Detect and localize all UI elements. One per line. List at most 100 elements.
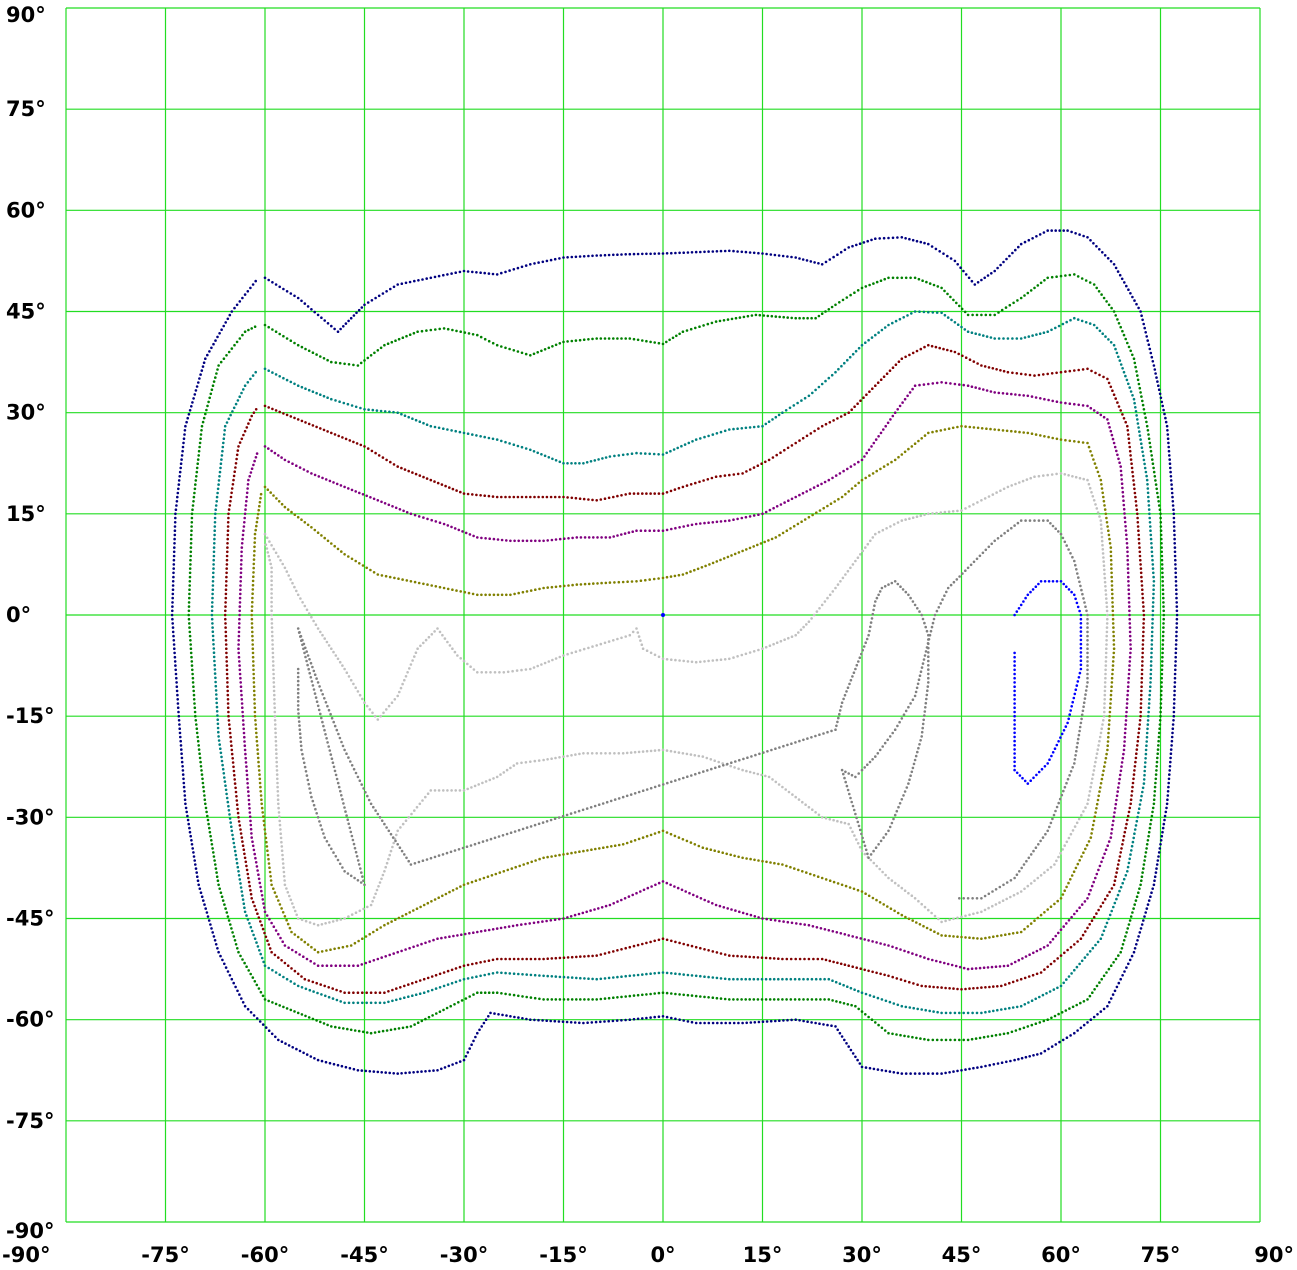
- data-point: [839, 415, 843, 418]
- data-point: [1127, 437, 1131, 441]
- data-point: [1091, 991, 1094, 994]
- data-point: [211, 931, 214, 934]
- data-point: [838, 1001, 842, 1004]
- data-point: [359, 361, 363, 365]
- data-point: [990, 272, 993, 275]
- data-point: [1154, 479, 1157, 482]
- data-point: [242, 388, 245, 391]
- data-point: [1103, 504, 1106, 507]
- data-point: [707, 975, 710, 979]
- data-point: [874, 438, 878, 441]
- data-point: [1000, 1061, 1004, 1064]
- data-point: [884, 424, 887, 428]
- data-point: [396, 1072, 400, 1075]
- data-point: [809, 432, 813, 435]
- data-point: [777, 957, 780, 960]
- data-point: [628, 974, 632, 978]
- data-point: [436, 937, 439, 940]
- data-point: [216, 726, 220, 730]
- data-point: [1175, 605, 1179, 608]
- data-point: [815, 610, 819, 613]
- data-point: [408, 333, 412, 337]
- data-point: [1107, 303, 1111, 307]
- data-point: [194, 719, 198, 722]
- data-point: [991, 493, 995, 496]
- data-point: [1111, 617, 1115, 621]
- data-point: [1046, 1018, 1049, 1021]
- data-point: [612, 253, 615, 257]
- data-point: [944, 1071, 947, 1075]
- data-point: [949, 257, 953, 260]
- data-point: [504, 971, 507, 975]
- data-point: [707, 949, 710, 952]
- data-point: [949, 349, 953, 353]
- data-point: [1019, 890, 1023, 893]
- data-point: [1109, 546, 1113, 549]
- data-point: [635, 580, 638, 583]
- data-point: [194, 483, 197, 486]
- data-point: [993, 269, 996, 273]
- data-point: [513, 592, 516, 596]
- data-point: [215, 697, 218, 700]
- data-point: [399, 826, 402, 829]
- data-point: [368, 1070, 372, 1073]
- data-point: [1039, 281, 1043, 285]
- data-point: [495, 991, 499, 994]
- data-point: [263, 485, 267, 489]
- data-point: [691, 440, 694, 443]
- data-point: [628, 492, 632, 495]
- data-point: [1014, 430, 1017, 433]
- data-point: [241, 894, 244, 897]
- data-point: [451, 588, 454, 591]
- data-point: [809, 488, 812, 491]
- data-point: [333, 544, 337, 548]
- data-point: [1175, 634, 1178, 638]
- data-point: [785, 977, 788, 981]
- data-point: [191, 401, 194, 404]
- data-point: [254, 723, 257, 726]
- data-point: [1077, 368, 1080, 372]
- data-point: [252, 668, 255, 672]
- data-point: [867, 448, 871, 452]
- data-point: [1131, 353, 1134, 357]
- data-point: [385, 458, 388, 462]
- data-point: [442, 273, 445, 277]
- data-point: [689, 483, 693, 486]
- data-point: [1141, 588, 1144, 591]
- data-point: [1090, 919, 1094, 922]
- data-point: [234, 985, 237, 989]
- data-point: [272, 672, 275, 676]
- data-point: [855, 243, 858, 247]
- data-point: [1026, 884, 1030, 888]
- data-point: [1142, 863, 1146, 866]
- data-point: [476, 333, 479, 337]
- data-point: [418, 979, 422, 982]
- data-point: [1100, 535, 1104, 539]
- data-point: [1070, 915, 1073, 919]
- data-point: [764, 645, 768, 649]
- data-point: [246, 872, 250, 876]
- data-point: [1061, 1038, 1065, 1042]
- data-point: [729, 853, 732, 857]
- data-point: [1133, 828, 1137, 831]
- data-point: [669, 449, 672, 453]
- data-point: [300, 419, 304, 423]
- data-point: [803, 518, 807, 521]
- data-point: [243, 906, 246, 909]
- data-point: [255, 1017, 259, 1020]
- data-point: [972, 1066, 975, 1070]
- data-point: [802, 1019, 805, 1023]
- data-point: [368, 708, 372, 711]
- data-point: [1121, 843, 1124, 846]
- data-point: [271, 639, 274, 642]
- data-point: [283, 566, 287, 570]
- data-point: [1113, 445, 1117, 449]
- data-point: [230, 752, 234, 756]
- data-point: [685, 484, 689, 487]
- data-point: [281, 853, 284, 857]
- data-point: [1111, 823, 1114, 827]
- data-point: [1111, 668, 1114, 672]
- data-point: [608, 581, 612, 584]
- data-point: [272, 681, 276, 684]
- data-point: [280, 502, 284, 506]
